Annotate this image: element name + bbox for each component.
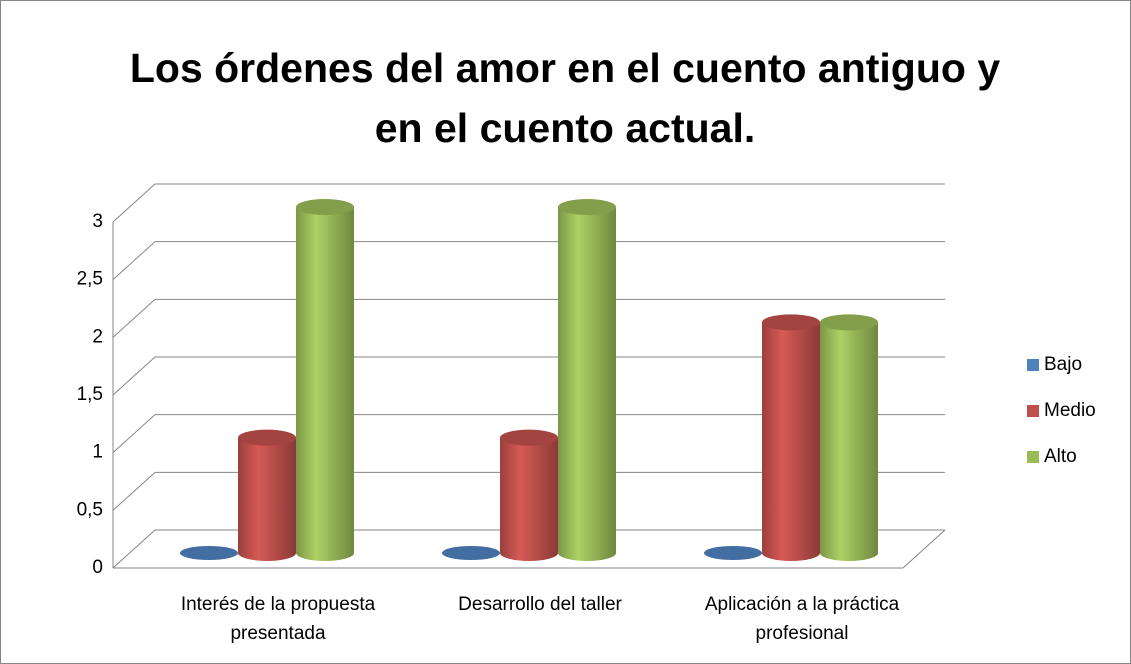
grid-line [112,183,945,223]
y-tick-label: 1,5 [77,384,103,405]
grid-line [112,529,945,569]
cylinder-body [500,437,558,561]
cylinder [442,546,500,560]
y-tick-label: 2 [92,326,103,347]
legend-label: Medio [1044,400,1096,421]
legend-swatch [1027,359,1039,371]
cylinder-top [762,314,820,331]
cylinder [558,199,616,561]
cylinder-top [558,199,616,215]
floor-right [902,529,946,569]
grid-line [112,471,945,511]
cylinder [238,429,296,561]
cylinder-top [820,314,878,331]
y-tick-label: 0 [92,557,103,578]
x-tick-label: Interés de la propuesta presentada [180,594,376,644]
y-tick-label: 2,5 [77,269,103,290]
cylinder-body [296,207,354,561]
legend-swatch [1027,405,1039,417]
y-tick-label: 0,5 [77,499,103,520]
cylinder-body [762,322,820,561]
cylinder [180,546,238,560]
cylinder-body [238,437,296,561]
cylinder [500,429,558,561]
cylinder-top [442,546,500,560]
cylinder [762,314,820,561]
grid-line [112,414,945,454]
cylinder [296,199,354,561]
cylinder [704,546,762,560]
y-tick-label: 1 [92,442,103,463]
cylinder-body [558,207,616,561]
x-tick-label: Desarrollo del taller [458,594,622,615]
grid-line [112,298,945,338]
cylinder-body [820,322,878,561]
grid-line [112,241,945,281]
cylinder-top [296,199,354,215]
y-tick-label: 3 [92,211,103,232]
cylinder-top [500,429,558,446]
cylinder-top [704,546,762,560]
cylinder-top [238,429,296,446]
cylinder-top [180,546,238,560]
legend-label: Alto [1044,446,1077,467]
x-tick-label: Aplicación a la práctica profesional [704,594,900,644]
grid-line [112,356,945,396]
legend-swatch [1027,451,1039,463]
chart-title: Los órdenes del amor en el cuento antigu… [129,45,1001,151]
cylinder [820,314,878,561]
legend-label: Bajo [1044,354,1082,375]
